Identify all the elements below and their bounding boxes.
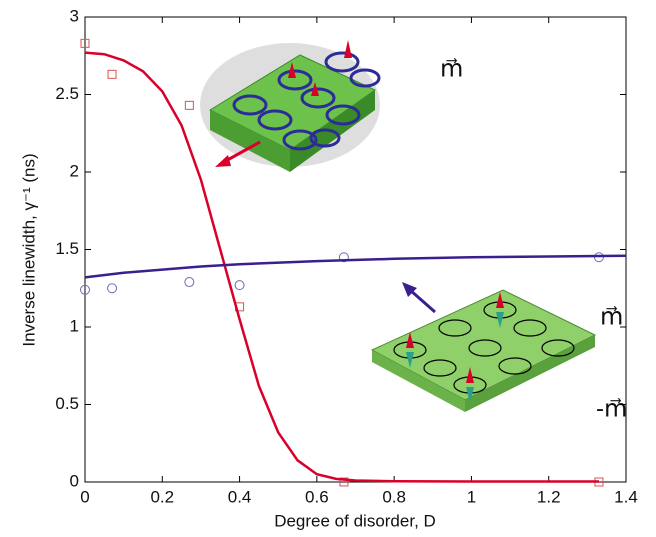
annotation: m⃗ (440, 55, 463, 82)
y-tick-label: 0 (70, 471, 79, 490)
y-tick-label: 1 (70, 316, 79, 335)
chart: Degree of disorder, D Inverse linewidth,… (0, 0, 656, 537)
x-tick-label: 0 (80, 487, 89, 506)
y-tick-label: 1.5 (55, 239, 79, 258)
x-tick-label: 1.4 (614, 487, 638, 506)
y-axis-label: Inverse linewidth, γ⁻¹ (ns) (19, 153, 38, 346)
data-point (185, 278, 194, 287)
data-point (108, 284, 117, 293)
y-tick-label: 0.5 (55, 394, 79, 413)
annotation: -m⃗ (596, 395, 627, 422)
inset-bottom (372, 282, 595, 412)
annotation: m⃗ (600, 303, 623, 330)
x-tick-label: 1.2 (537, 487, 561, 506)
data-point (108, 70, 116, 78)
y-tick-label: 2 (70, 161, 79, 180)
x-axis-label: Degree of disorder, D (274, 511, 436, 530)
fit-line (85, 256, 626, 278)
data-point (185, 101, 193, 109)
x-tick-label: 0.6 (305, 487, 329, 506)
data-point (235, 281, 244, 290)
inset-top (200, 40, 380, 172)
x-tick-label: 0.2 (150, 487, 174, 506)
y-tick-label: 2.5 (55, 84, 79, 103)
x-tick-label: 0.8 (382, 487, 406, 506)
y-tick-label: 3 (70, 6, 79, 25)
x-tick-label: 1 (467, 487, 476, 506)
x-tick-label: 0.4 (228, 487, 252, 506)
